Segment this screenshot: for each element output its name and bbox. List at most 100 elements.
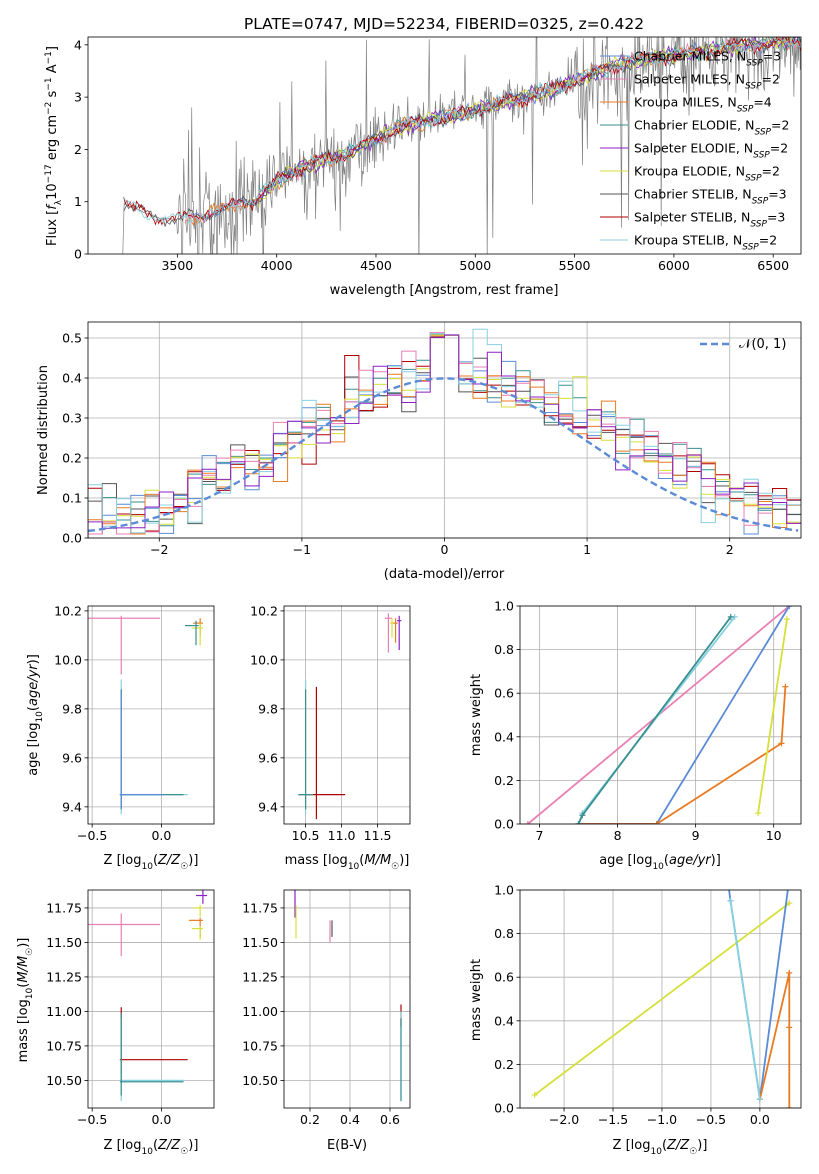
axes-frame xyxy=(87,889,215,1109)
plot-area xyxy=(298,613,402,820)
x-tick-label: 1 xyxy=(583,542,591,557)
y-tick-label: 10.75 xyxy=(46,1038,82,1053)
x-tick-label: −1.0 xyxy=(647,1112,677,1127)
x-tick-label: 11.5 xyxy=(364,828,392,843)
x-axis-label: Z [log10(Z/Z☉)] xyxy=(104,1138,199,1157)
x-tick-label: 0.2 xyxy=(300,1112,320,1127)
error-cross xyxy=(389,618,395,638)
y-tick-label: 0.6 xyxy=(494,686,514,701)
error-cross xyxy=(119,679,188,815)
weight-line xyxy=(577,616,736,824)
error-cross xyxy=(196,890,208,904)
y-axis-label: mass weight xyxy=(469,674,484,756)
y-tick-label: 0.2 xyxy=(62,451,82,466)
y-tick-label: 0.8 xyxy=(494,642,514,657)
x-tick-label: −0.5 xyxy=(696,1112,726,1127)
histogram-legend: 𝒩(0, 1) xyxy=(700,337,786,352)
x-tick-label: 11.0 xyxy=(328,828,356,843)
weight-marker xyxy=(653,821,660,824)
panel-weight_vs_Z: −2.0 −1.5 −1.0 −0.5 0.0 0.0 0.2 0.4 0.6 0.8 1.0 xyxy=(494,883,802,1127)
error-cross xyxy=(397,615,402,651)
legend-entry: 𝒩(0, 1) xyxy=(739,337,786,352)
weight-marker xyxy=(579,812,586,819)
weight-marker xyxy=(786,1105,793,1108)
weight-marker xyxy=(727,897,734,904)
x-tick-label: 0.0 xyxy=(151,828,171,843)
legend-entry: Salpeter STELIB, NSSP=3 xyxy=(634,210,785,230)
error-cross xyxy=(193,618,203,636)
error-cross xyxy=(384,613,392,653)
weight-marker xyxy=(786,606,793,609)
y-axis-label: mass [log10(M/M☉)] xyxy=(16,938,35,1063)
y-tick-label: 9.6 xyxy=(258,750,278,765)
error-cross xyxy=(189,917,203,937)
axes-frame xyxy=(283,889,411,1109)
weight-line xyxy=(728,890,789,1100)
x-tick-label: 8 xyxy=(614,828,622,843)
y-tick-label: 0.4 xyxy=(494,1013,514,1028)
weight-marker xyxy=(786,1024,793,1031)
x-tick-label: 5500 xyxy=(559,258,591,273)
y-tick-label: 0.0 xyxy=(62,531,82,546)
y-tick-label: 10.50 xyxy=(46,1073,82,1088)
plot-area xyxy=(294,890,402,1102)
y-tick-label: 10.2 xyxy=(250,603,278,618)
error-cross xyxy=(119,689,184,810)
observed-spectrum xyxy=(122,37,801,254)
y-tick-label: 1 xyxy=(74,194,82,209)
axis-ticks: 10.5 11.0 11.5 9.4 9.6 9.8 10.0 10.2 xyxy=(250,603,391,843)
x-tick-label: 4500 xyxy=(360,258,392,273)
x-tick-label: 9 xyxy=(692,828,700,843)
panel-age_vs_mass: 10.5 11.0 11.5 9.4 9.6 9.8 10.0 10.2 xyxy=(250,603,411,843)
panel-age_vs_Z: −0.5 0.0 9.4 9.6 9.8 10.0 10.2 xyxy=(54,603,215,843)
weight-marker xyxy=(786,969,793,976)
y-tick-label: 0.6 xyxy=(494,970,514,985)
x-tick-label: 0.0 xyxy=(151,1112,171,1127)
y-tick-label: 9.8 xyxy=(258,701,278,716)
y-axis-label: mass weight xyxy=(469,959,484,1041)
x-tick-label: 0.0 xyxy=(750,1112,770,1127)
y-tick-label: 11.25 xyxy=(46,969,82,984)
x-tick-label: −1.5 xyxy=(598,1112,628,1127)
y-tick-label: 0.0 xyxy=(494,1101,514,1116)
panel-spectrum: 3500 4000 4500 5000 5500 6000 6500 0 1 2 3 4 Chabrie… xyxy=(74,36,802,273)
y-tick-label: 0.4 xyxy=(494,729,514,744)
axes-frame xyxy=(519,605,802,825)
y-tick-label: 0.5 xyxy=(62,331,82,346)
weight-line xyxy=(578,606,791,824)
x-tick-label: −0.5 xyxy=(77,1112,107,1127)
weight-marker xyxy=(756,1096,763,1103)
error-cross xyxy=(193,905,203,917)
error-cross xyxy=(393,618,398,643)
axes-frame xyxy=(519,889,802,1109)
x-tick-label: −0.5 xyxy=(77,828,107,843)
legend-entry: Chabrier MILES, NSSP=3 xyxy=(634,49,781,69)
y-tick-label: 10.0 xyxy=(54,652,82,667)
weight-marker xyxy=(783,616,790,623)
error-cross xyxy=(191,623,203,646)
weight-marker xyxy=(786,900,793,907)
weight-marker xyxy=(575,821,582,824)
x-tick-label: 0.6 xyxy=(380,1112,400,1127)
axis-ticks: 7 8 9 10 0.0 0.2 0.4 0.6 0.8 1.0 xyxy=(494,599,782,844)
axes-frame xyxy=(87,36,802,255)
y-axis-label: age [log10(age/yr)] xyxy=(26,654,45,776)
axis-ticks: −0.5 0.0 10.50 10.75 11.00 11.25 11.50 11.75 xyxy=(46,900,171,1127)
y-tick-label: 0.2 xyxy=(494,1057,514,1072)
plot-area xyxy=(88,328,801,538)
error-cross xyxy=(191,925,203,940)
y-tick-label: 11.25 xyxy=(242,969,278,984)
weight-line xyxy=(534,902,790,1096)
axis-ticks: −2 −1 0 1 2 0.0 0.1 0.2 0.3 0.4 0.5 xyxy=(62,331,734,558)
y-tick-label: 11.50 xyxy=(242,935,278,950)
x-tick-label: 6500 xyxy=(757,258,789,273)
axis-ticks: 3500 4000 4500 5000 5500 6000 6500 0 1 2 3 4 xyxy=(74,37,789,273)
legend-entry: Salpeter ELODIE, NSSP=2 xyxy=(634,141,788,161)
x-tick-label: −2 xyxy=(150,542,168,557)
plot-area xyxy=(524,606,793,824)
y-tick-label: 0 xyxy=(74,247,82,262)
legend-entry: Kroupa ELODIE, NSSP=2 xyxy=(634,164,780,184)
y-tick-label: 11.75 xyxy=(46,900,82,915)
y-tick-label: 11.75 xyxy=(242,900,278,915)
